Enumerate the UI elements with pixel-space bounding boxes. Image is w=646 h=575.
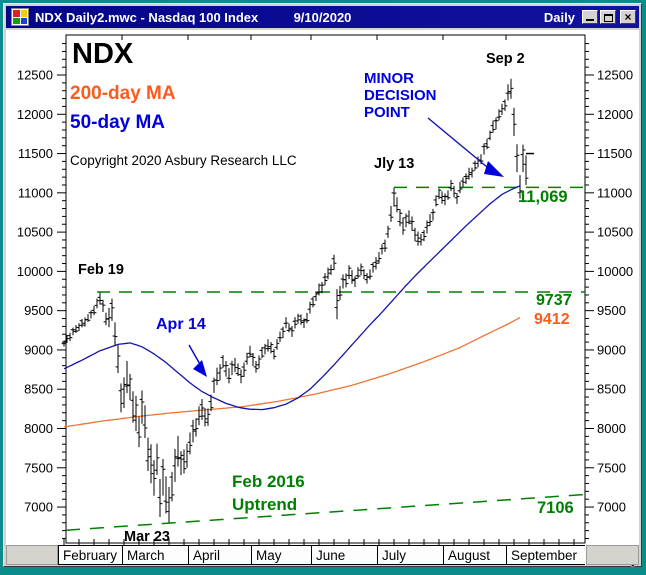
x-axis-month-strip: February March April May June July August Septe… [58, 545, 585, 565]
month-separator [506, 546, 507, 564]
label-sep-2: Sep 2 [486, 51, 525, 67]
symbol-title: NDX [72, 38, 134, 70]
x-axis-month-label: April [193, 548, 221, 563]
month-separator [188, 546, 189, 564]
level-value-9737: 9737 [536, 292, 572, 309]
month-separator [377, 546, 378, 564]
maximize-button[interactable] [600, 10, 616, 24]
ma200-value-9412: 9412 [534, 311, 570, 328]
month-separator [122, 546, 123, 564]
titlebar-date: 9/10/2020 [293, 9, 352, 25]
x-axis-month-label: June [316, 548, 346, 563]
month-separator [443, 546, 444, 564]
copyright-note: Copyright 2020 Asbury Research LLC [70, 153, 297, 168]
x-axis-month-label: August [448, 548, 491, 563]
legend-200day-ma: 200-day MA [70, 83, 176, 104]
label-apr-14: Apr 14 [156, 316, 206, 333]
level-value-11069: 11,069 [518, 188, 568, 206]
label-feb-19: Feb 19 [78, 262, 124, 278]
bottom-left-panel [6, 545, 58, 565]
minimize-button[interactable] [582, 10, 598, 24]
month-separator [251, 546, 252, 564]
close-button[interactable]: × [620, 10, 636, 24]
titlebar-periodicity: Daily [543, 9, 575, 25]
maximize-icon [603, 14, 613, 22]
label-jly-13: Jly 13 [374, 156, 415, 172]
label-mar-23: Mar 23 [124, 529, 170, 545]
close-icon: × [624, 10, 632, 24]
window-title: NDX Daily2.mwc - Nasdaq 100 Index [35, 9, 259, 25]
bottom-right-panel [586, 545, 639, 565]
x-axis-month-label: September [511, 548, 578, 563]
titlebar[interactable]: NDX Daily2.mwc - Nasdaq 100 Index 9/10/2… [6, 6, 639, 28]
feb-2016-uptrend-label: Feb 2016 Uptrend [232, 472, 305, 514]
chart-app-icon[interactable] [11, 8, 29, 26]
x-axis-month-label: July [382, 548, 407, 563]
uptrend-value-7106: 7106 [537, 499, 574, 517]
minimize-icon [586, 19, 594, 21]
x-axis-month-label: February [63, 548, 118, 563]
month-separator [58, 546, 59, 564]
legend-50day-ma: 50-day MA [70, 112, 166, 133]
x-axis-month-label: March [127, 548, 165, 563]
minor-decision-point-label: MINOR DECISION POINT [364, 70, 437, 121]
month-separator [311, 546, 312, 564]
x-axis-month-label: May [256, 548, 282, 563]
